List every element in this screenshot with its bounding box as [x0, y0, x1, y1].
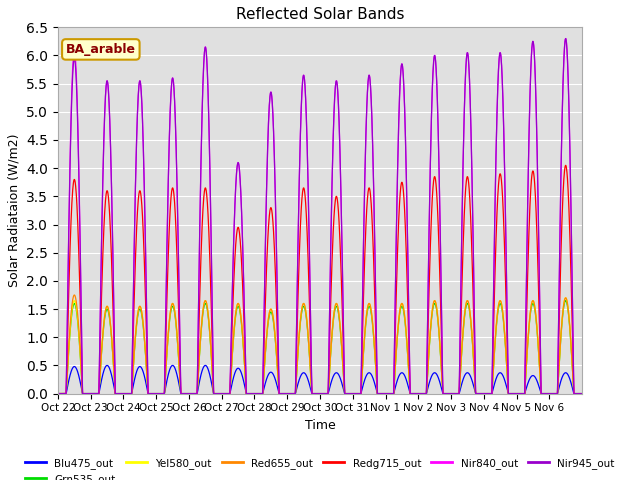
Redg715_out	[572, 391, 580, 396]
Yel580_out	[578, 391, 586, 396]
Nir945_out	[562, 36, 570, 41]
Grn535_out	[498, 306, 506, 312]
Nir840_out	[467, 108, 474, 113]
Blu475_out	[572, 391, 580, 396]
Nir945_out	[54, 391, 62, 396]
Grn535_out	[54, 391, 62, 396]
Nir840_out	[161, 339, 169, 345]
Nir945_out	[433, 88, 441, 94]
Line: Yel580_out: Yel580_out	[58, 298, 582, 394]
Redg715_out	[498, 183, 506, 189]
Line: Redg715_out: Redg715_out	[58, 165, 582, 394]
Red655_out	[54, 391, 62, 396]
Redg715_out	[387, 391, 395, 396]
Red655_out	[578, 391, 586, 396]
X-axis label: Time: Time	[305, 419, 335, 432]
Red655_out	[433, 309, 441, 314]
Redg715_out	[161, 357, 169, 363]
Legend: Blu475_out, Grn535_out, Yel580_out, Red655_out, Redg715_out, Nir840_out, Nir945_: Blu475_out, Grn535_out, Yel580_out, Red6…	[21, 454, 619, 480]
Redg715_out	[578, 391, 586, 396]
Grn535_out	[572, 391, 580, 396]
Grn535_out	[578, 391, 586, 396]
Red655_out	[467, 315, 474, 321]
Yel580_out	[433, 308, 441, 313]
Nir840_out	[562, 36, 570, 41]
Text: BA_arable: BA_arable	[66, 43, 136, 56]
Grn535_out	[387, 391, 395, 396]
Blu475_out	[433, 372, 441, 378]
Blu475_out	[499, 372, 506, 377]
Line: Blu475_out: Blu475_out	[58, 365, 582, 394]
Nir840_out	[433, 88, 441, 94]
Grn535_out	[433, 310, 441, 316]
Redg715_out	[433, 196, 441, 202]
Grn535_out	[161, 376, 169, 382]
Blu475_out	[103, 362, 111, 368]
Redg715_out	[467, 210, 474, 216]
Blu475_out	[578, 391, 586, 396]
Blu475_out	[54, 391, 62, 396]
Nir945_out	[572, 391, 580, 396]
Red655_out	[161, 373, 169, 379]
Yel580_out	[387, 391, 395, 396]
Y-axis label: Solar Radiataion (W/m2): Solar Radiataion (W/m2)	[8, 134, 20, 287]
Grn535_out	[467, 316, 474, 322]
Yel580_out	[467, 313, 474, 319]
Red655_out	[70, 292, 78, 298]
Nir945_out	[467, 108, 474, 113]
Line: Grn535_out: Grn535_out	[58, 300, 582, 394]
Line: Red655_out: Red655_out	[58, 295, 582, 394]
Blu475_out	[387, 391, 395, 396]
Nir945_out	[161, 339, 169, 345]
Nir945_out	[387, 391, 395, 396]
Red655_out	[572, 391, 580, 396]
Blu475_out	[161, 385, 169, 391]
Line: Nir840_out: Nir840_out	[58, 38, 582, 394]
Nir840_out	[572, 391, 580, 396]
Blu475_out	[467, 374, 474, 380]
Yel580_out	[572, 391, 580, 396]
Redg715_out	[54, 391, 62, 396]
Yel580_out	[161, 376, 169, 382]
Red655_out	[387, 391, 395, 396]
Nir840_out	[578, 391, 586, 396]
Red655_out	[499, 304, 506, 310]
Line: Nir945_out: Nir945_out	[58, 38, 582, 394]
Redg715_out	[562, 162, 570, 168]
Nir945_out	[498, 70, 506, 75]
Nir945_out	[578, 391, 586, 396]
Grn535_out	[562, 298, 570, 303]
Nir840_out	[54, 391, 62, 396]
Nir840_out	[387, 391, 395, 396]
Nir840_out	[498, 70, 506, 75]
Yel580_out	[562, 295, 570, 300]
Yel580_out	[498, 303, 506, 309]
Title: Reflected Solar Bands: Reflected Solar Bands	[236, 7, 404, 22]
Yel580_out	[54, 391, 62, 396]
